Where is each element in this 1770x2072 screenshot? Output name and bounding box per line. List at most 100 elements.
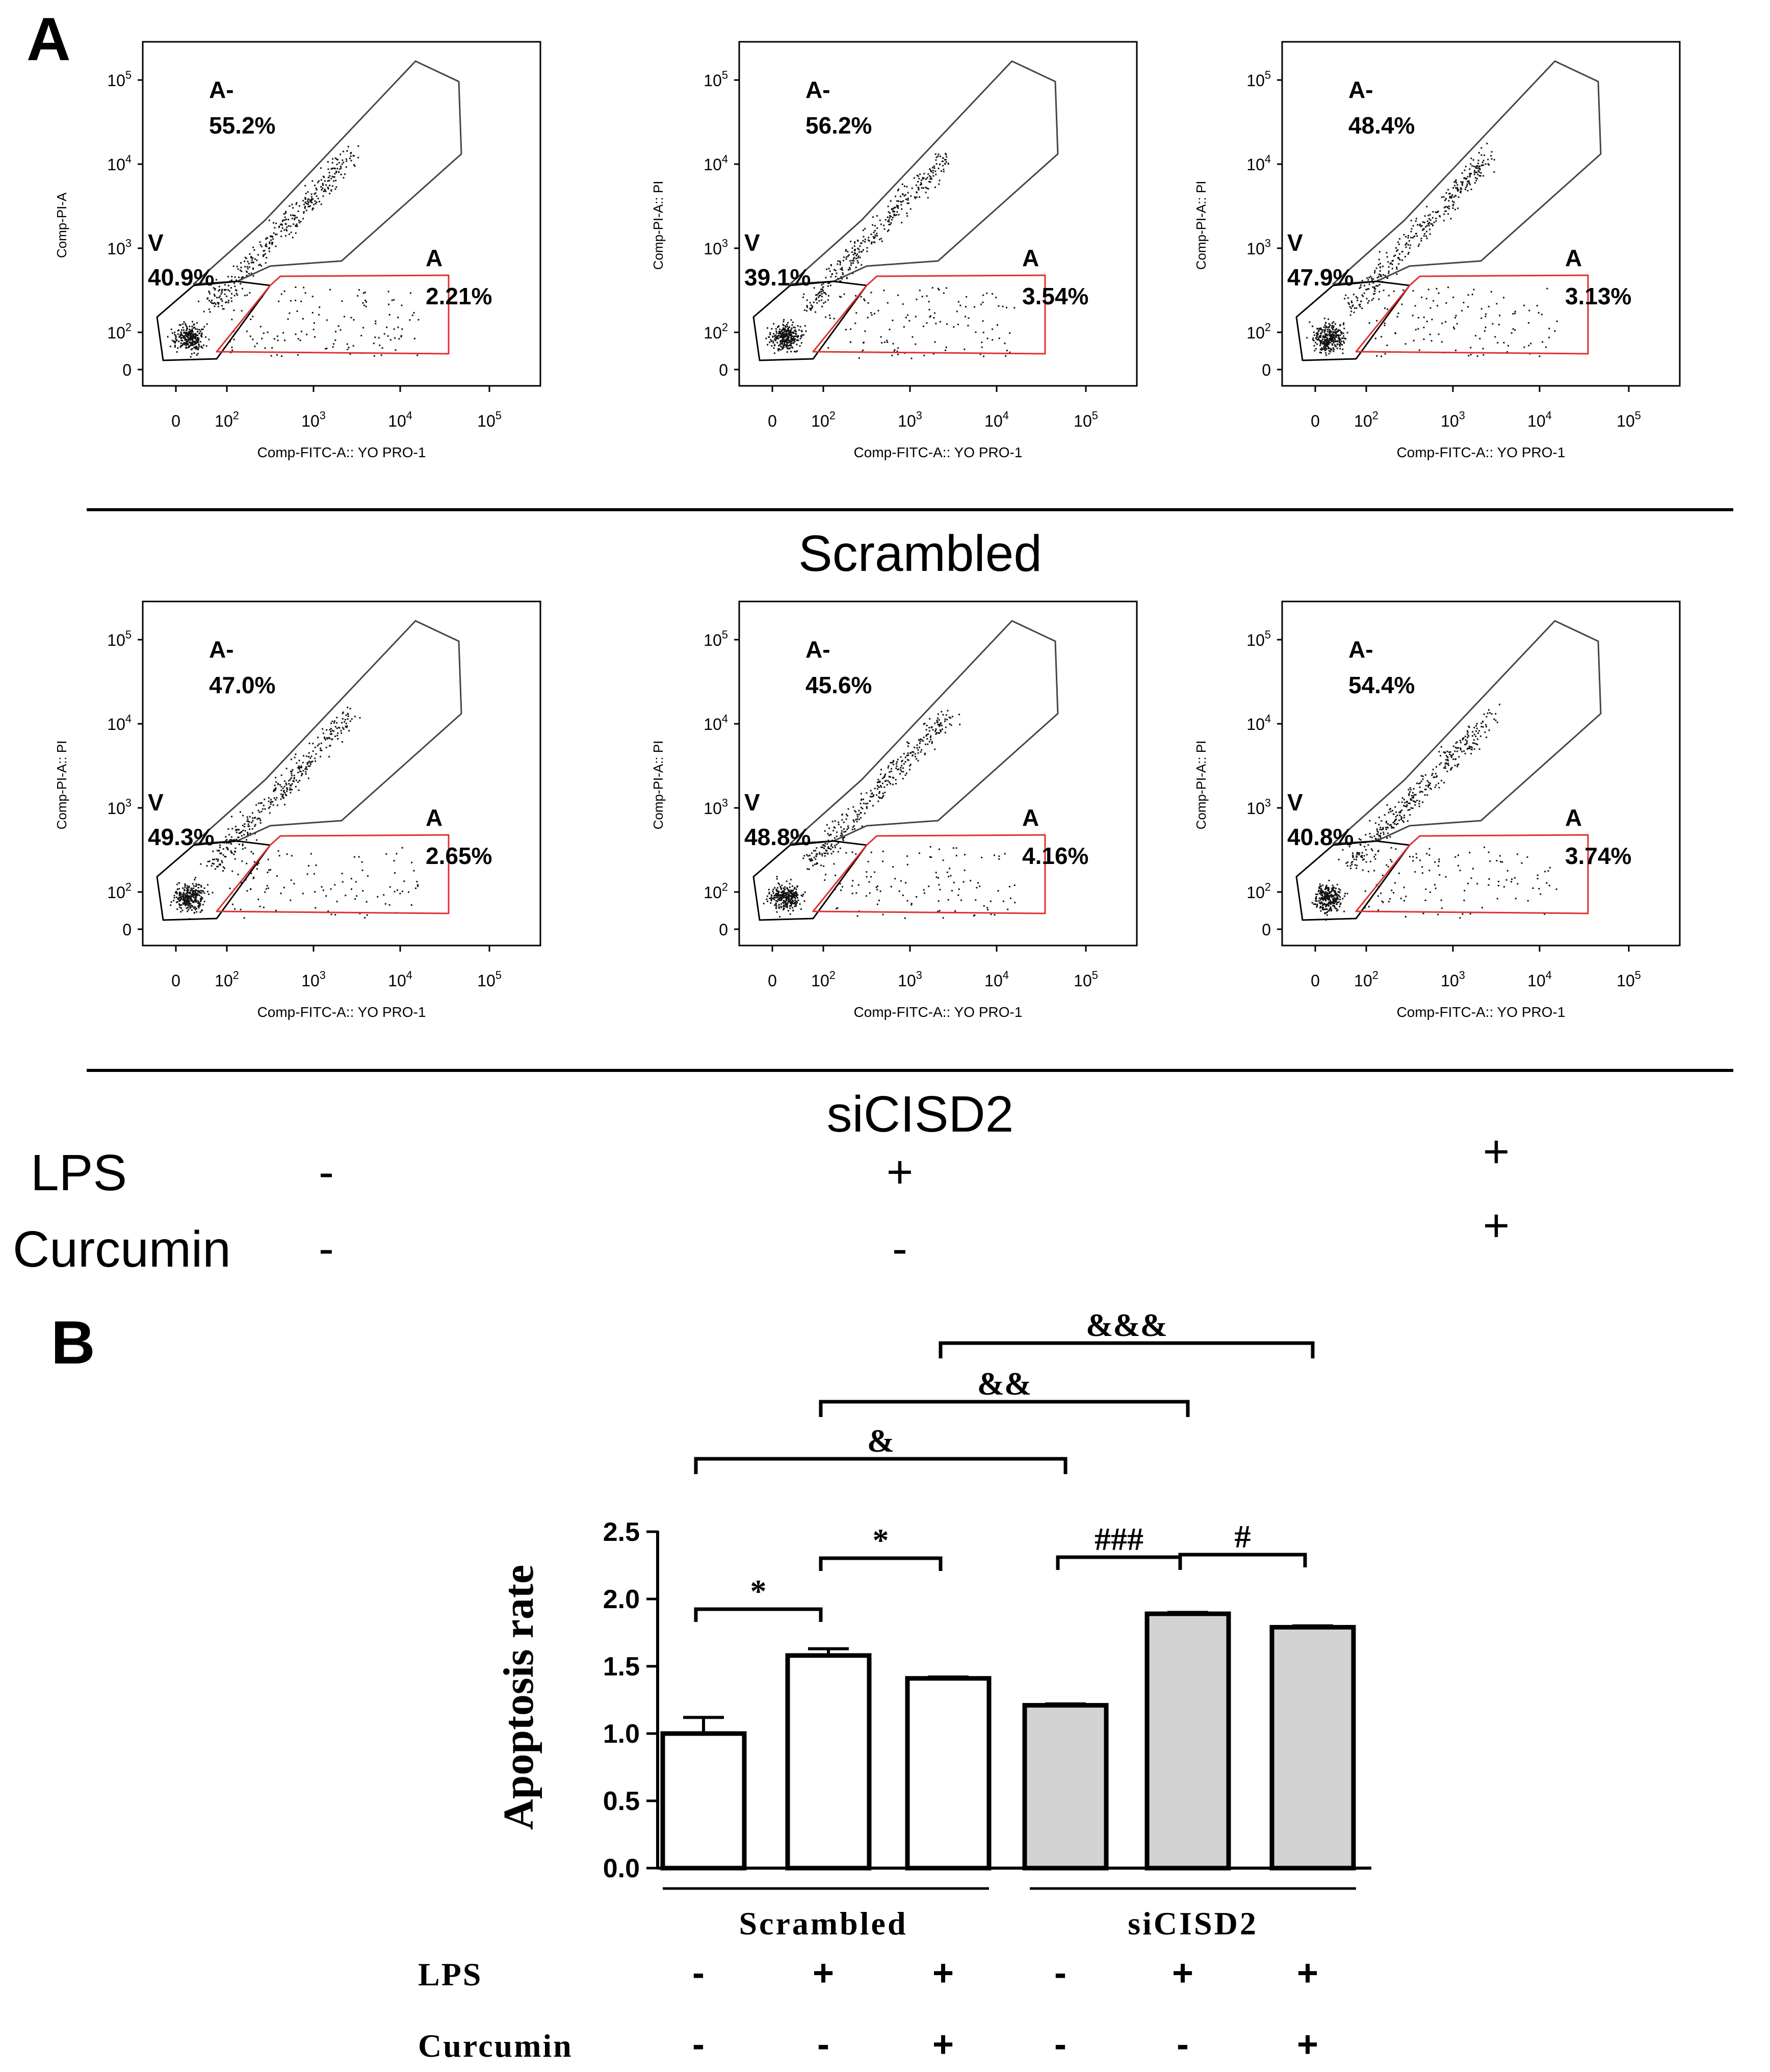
treatment-value: + xyxy=(1172,1953,1193,1994)
y-tick-label: 104 xyxy=(704,153,728,174)
viable-gate xyxy=(156,840,271,921)
gate-label-viable: V xyxy=(1287,229,1303,256)
plot-frame xyxy=(738,600,1138,947)
significance-label: * xyxy=(873,1522,889,1558)
treatment-label: Curcumin xyxy=(13,1221,231,1278)
event-dots xyxy=(167,145,420,358)
y-tick-label: 105 xyxy=(1246,628,1271,649)
significance-label: # xyxy=(1235,1518,1251,1555)
y-tick-label: 102 xyxy=(704,321,728,342)
early-apoptotic-gate xyxy=(812,834,1046,914)
event-dots xyxy=(1311,703,1557,921)
treatment-value: - xyxy=(692,1953,705,1994)
y-tick-label: 0 xyxy=(122,361,132,379)
late-apoptotic-gate xyxy=(193,60,462,285)
early-apoptotic-gate xyxy=(1355,834,1589,914)
treatment-value: - xyxy=(1054,2024,1066,2065)
gate-label-early: A xyxy=(426,245,443,271)
y-tick-label: 103 xyxy=(1246,797,1271,818)
gate-label-late: A- xyxy=(209,76,234,103)
flow-plot: A- 47.0% V 49.3% A 2.65% 0 102 103 104 105 0 102 103 1… xyxy=(54,600,541,1020)
gate-label-early: A xyxy=(426,804,443,831)
group-name-sicisd2: siCISD2 xyxy=(827,1086,1014,1143)
significance-label: && xyxy=(977,1366,1032,1402)
significance-label: &&& xyxy=(1086,1307,1167,1343)
group-name: Scrambled xyxy=(739,1905,907,1942)
x-tick-label: 105 xyxy=(1074,969,1098,990)
x-tick-label: 0 xyxy=(768,972,777,990)
flow-plot: A- 56.2% V 39.1% A 3.54% 0 102 103 104 105 0 102 103 1… xyxy=(650,41,1138,460)
y-axis-label: Comp-PI-A:: PI xyxy=(650,741,666,830)
gate-label-late: A- xyxy=(1348,636,1373,663)
bar xyxy=(1022,1703,1109,1871)
gate-label-late: A- xyxy=(805,76,830,103)
viable-gate xyxy=(156,280,271,361)
x-tick-label: 102 xyxy=(811,409,836,430)
x-tick-label: 104 xyxy=(1527,409,1552,430)
x-tick-label: 102 xyxy=(215,409,239,430)
x-axis-label: Comp-FITC-A:: YO PRO-1 xyxy=(257,1004,426,1020)
flow-plot: A- 54.4% V 40.8% A 3.74% 0 102 103 104 105 0 102 103 1… xyxy=(1193,600,1681,1020)
gate-label-viable: V xyxy=(744,229,760,256)
treatment-value: + xyxy=(932,1953,954,1994)
early-apoptotic-gate xyxy=(812,274,1046,355)
plot-frame xyxy=(1281,41,1681,387)
y-tick-label: 0 xyxy=(719,921,728,939)
gate-label-late: A- xyxy=(805,636,830,663)
treatment-value: - xyxy=(319,1223,334,1274)
treatment-value: + xyxy=(813,1953,834,1994)
gate-label-early: A xyxy=(1022,804,1039,831)
y-tick-label: 2.5 xyxy=(603,1517,640,1547)
y-tick-label: 103 xyxy=(107,797,132,818)
x-tick-label: 0 xyxy=(171,412,180,430)
bar xyxy=(785,1653,872,1871)
significance-label: & xyxy=(867,1423,894,1459)
y-tick-label: 104 xyxy=(1246,153,1271,174)
significance-bracket xyxy=(1178,1553,1307,1567)
x-tick-label: 105 xyxy=(1074,409,1098,430)
treatment-value: - xyxy=(692,2024,705,2065)
y-axis-label: Comp-PI-A xyxy=(54,192,69,258)
significance-bracket xyxy=(694,1457,1068,1474)
group-name: siCISD2 xyxy=(1128,1905,1258,1942)
gate-percent-viable: 40.9% xyxy=(148,264,214,291)
x-axis-label: Comp-FITC-A:: YO PRO-1 xyxy=(1397,444,1566,460)
y-tick-label: 104 xyxy=(107,713,132,733)
early-apoptotic-gate xyxy=(1355,274,1589,355)
y-tick-label: 103 xyxy=(704,237,728,258)
x-tick-label: 104 xyxy=(388,409,412,430)
treatment-value: + xyxy=(1297,2024,1318,2065)
gate-percent-early: 3.13% xyxy=(1565,283,1631,309)
x-tick-label: 102 xyxy=(811,969,836,990)
plot-frame xyxy=(142,600,541,947)
viable-gate xyxy=(752,840,868,921)
treatment-label: Curcumin xyxy=(418,2028,573,2064)
y-tick-label: 1.0 xyxy=(603,1719,640,1749)
viable-gate xyxy=(752,280,868,361)
treatment-value: - xyxy=(1054,1953,1066,1994)
late-apoptotic-gate xyxy=(1332,60,1602,285)
significance-bracket xyxy=(1056,1555,1182,1570)
x-axis-label: Comp-FITC-A:: YO PRO-1 xyxy=(854,444,1023,460)
gate-percent-early: 2.65% xyxy=(426,843,492,869)
y-tick-label: 104 xyxy=(704,713,728,733)
early-apoptotic-gate xyxy=(216,274,450,355)
y-tick-label: 104 xyxy=(1246,713,1271,733)
x-tick-label: 0 xyxy=(171,972,180,990)
y-tick-label: 0 xyxy=(122,921,132,939)
significance-bracket xyxy=(694,1607,823,1622)
x-tick-label: 102 xyxy=(1354,969,1378,990)
y-tick-label: 105 xyxy=(107,628,132,649)
early-apoptotic-gate xyxy=(216,834,450,914)
x-axis-label: Comp-FITC-A:: YO PRO-1 xyxy=(1397,1004,1566,1020)
y-tick-label: 0 xyxy=(719,361,728,379)
x-tick-label: 102 xyxy=(215,969,239,990)
bar xyxy=(905,1676,992,1871)
gate-percent-late: 45.6% xyxy=(805,672,872,698)
x-tick-label: 103 xyxy=(898,409,922,430)
bar xyxy=(660,1731,747,1871)
late-apoptotic-gate xyxy=(789,620,1059,845)
plot-frame xyxy=(142,41,541,387)
event-dots xyxy=(763,710,1016,919)
